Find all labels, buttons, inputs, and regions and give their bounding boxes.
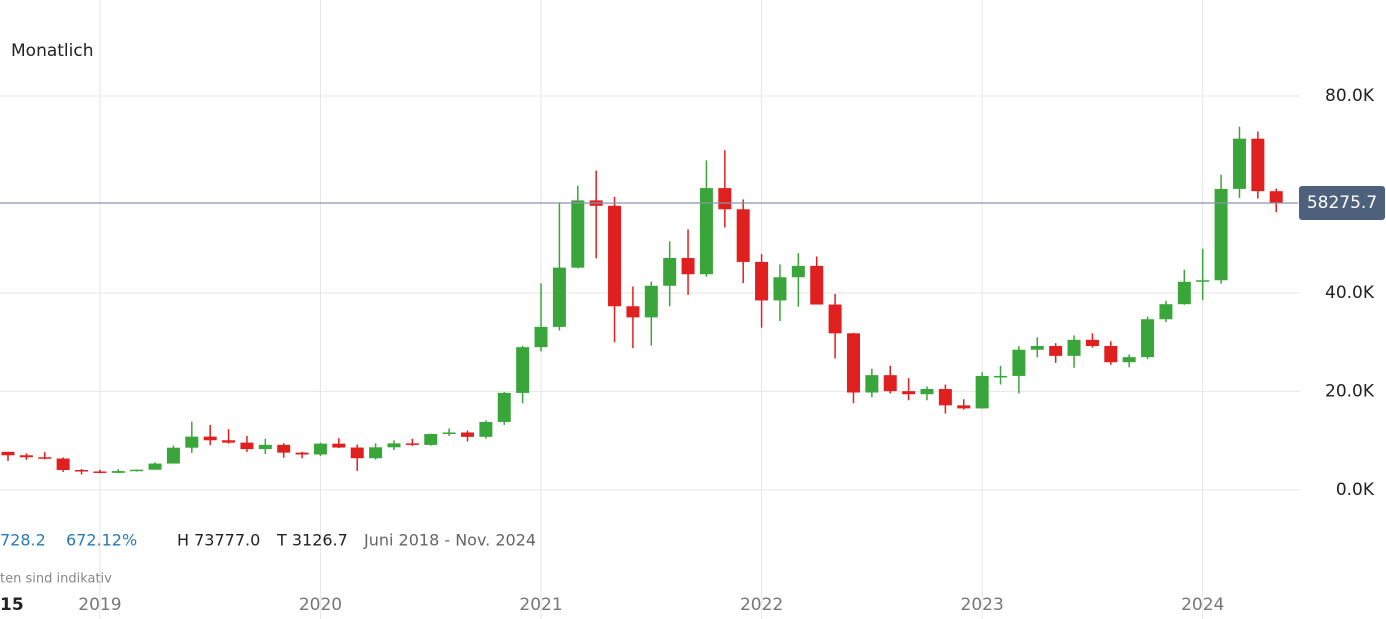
y-tick-label: 20.0K	[1325, 381, 1375, 401]
stat: T 3126.7	[276, 531, 348, 550]
candle-body	[1196, 280, 1210, 282]
candle-body	[313, 443, 327, 455]
candle-body	[277, 444, 291, 453]
candle-body	[755, 261, 769, 301]
candle-body	[295, 452, 309, 455]
candle-body	[148, 463, 162, 470]
candle-body	[938, 389, 952, 406]
y-tick-label: 80.0K	[1325, 86, 1375, 106]
stat: 672.12%	[66, 531, 137, 550]
candle-body	[203, 436, 217, 441]
candle-body	[38, 457, 52, 459]
candle-body	[1122, 357, 1136, 363]
candle-body	[1251, 138, 1265, 192]
candle-body	[1, 451, 15, 456]
candle-body	[663, 257, 677, 286]
candle-body	[718, 188, 732, 210]
candle-body	[75, 470, 89, 472]
x-tick-label: 2023	[961, 595, 1004, 615]
candle-body	[608, 205, 622, 307]
candle-body	[810, 265, 824, 305]
candle-body	[240, 442, 254, 450]
candle-body	[479, 421, 493, 437]
candle-body	[1104, 345, 1118, 363]
candle-body	[1214, 188, 1228, 281]
candle-body	[19, 455, 33, 458]
candle-body	[166, 447, 180, 464]
candle-body	[516, 347, 530, 393]
candle-body	[736, 209, 750, 262]
candle-body	[828, 304, 842, 334]
candle-body	[185, 436, 199, 448]
candle-body	[975, 375, 989, 409]
candle-body	[1141, 319, 1155, 358]
candle-body	[865, 375, 879, 393]
candle-body	[773, 277, 787, 301]
candle-body	[497, 392, 511, 422]
stat: 728.2	[0, 531, 46, 550]
price-label: 58275.7	[1307, 193, 1377, 213]
price-tag	[1299, 185, 1385, 220]
candle-body	[1269, 191, 1283, 203]
candle-body	[1159, 304, 1173, 320]
candle-body	[1012, 349, 1026, 376]
x-tick-label: 2021	[519, 595, 562, 615]
candle-body	[130, 469, 144, 472]
candle-body	[258, 444, 272, 450]
chart-title: Monatlich	[11, 41, 94, 61]
candle-body	[957, 405, 971, 409]
candle-body	[994, 375, 1008, 378]
candle-body	[56, 458, 70, 471]
candle-body	[387, 443, 401, 448]
stat: H 73777.0	[177, 531, 260, 550]
x-tick-label: 2019	[78, 595, 121, 615]
candle-body	[332, 443, 346, 448]
candle-body	[920, 389, 934, 395]
edge-label: 15	[0, 595, 24, 615]
candle-body	[350, 447, 364, 459]
candle-body	[699, 188, 713, 275]
candle-body	[1085, 339, 1099, 346]
stat: Juni 2018 - Nov. 2024	[363, 531, 536, 550]
x-tick-label: 2024	[1181, 595, 1224, 615]
candle-body	[1049, 345, 1063, 356]
x-tick-label: 2022	[740, 595, 783, 615]
candle-body	[442, 432, 456, 435]
candle-body	[1177, 281, 1191, 305]
candle-body	[644, 285, 658, 318]
candle-body	[626, 306, 640, 318]
candle-body	[883, 375, 897, 392]
candle-body	[1232, 138, 1246, 189]
candle-body	[552, 267, 566, 327]
candle-body	[1030, 345, 1044, 350]
x-tick-label: 2020	[299, 595, 342, 615]
note: ten sind indikativ	[0, 572, 112, 587]
candle-body	[424, 434, 438, 445]
candle-body	[902, 391, 916, 395]
candle-body	[1067, 339, 1081, 356]
candle-body	[461, 432, 474, 437]
candle-body	[93, 471, 107, 473]
candle-body	[405, 443, 419, 445]
y-tick-label: 40.0K	[1325, 283, 1375, 303]
candle-body	[571, 200, 585, 268]
candle-body	[791, 265, 805, 278]
candle-body	[534, 326, 548, 348]
candle-body	[111, 471, 125, 473]
candle-body	[369, 447, 383, 459]
candle-body	[681, 257, 695, 275]
y-tick-label: 0.0K	[1336, 480, 1375, 500]
candle-body	[222, 440, 236, 443]
candle-body	[846, 333, 860, 393]
